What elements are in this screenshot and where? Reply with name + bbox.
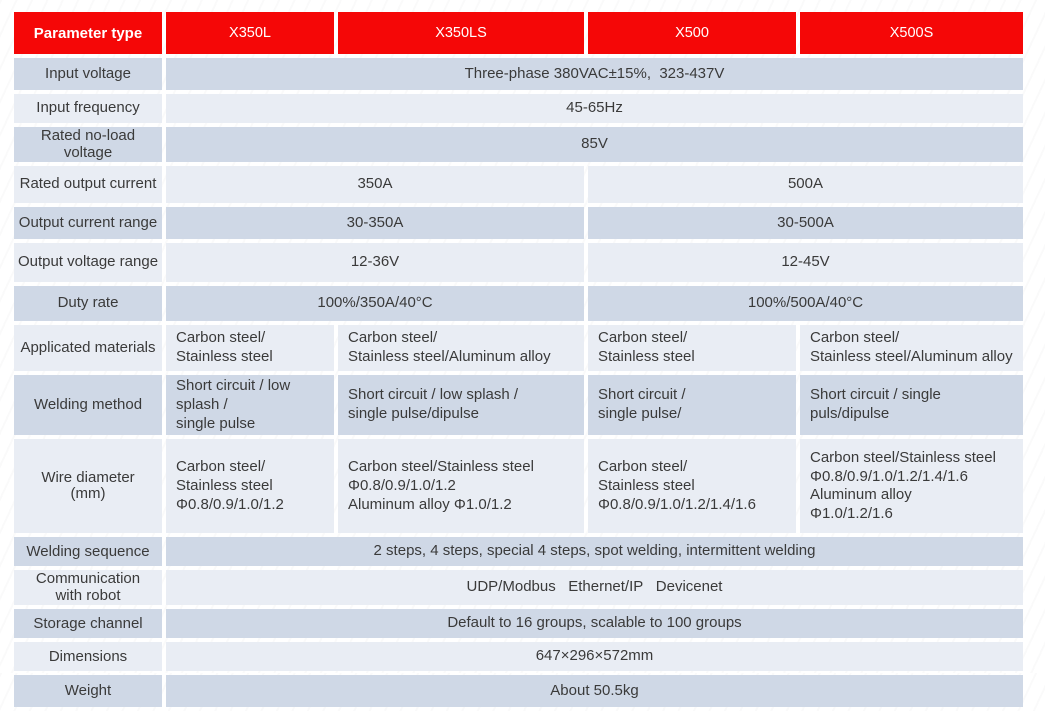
row-value: Default to 16 groups, scalable to 100 gr…: [166, 609, 1023, 639]
column-header-x500s: X500S: [800, 12, 1023, 54]
row-storage-channel: Storage channel Default to 16 groups, sc…: [14, 609, 1023, 639]
row-value-x500: 30-500A: [588, 207, 1023, 239]
row-communication-with-robot: Communication with robot UDP/Modbus Ethe…: [14, 570, 1023, 606]
row-welding-method: Welding method Short circuit / low splas…: [14, 375, 1023, 436]
row-value-x350: 350A: [166, 166, 584, 203]
spec-table: Parameter type X350L X350LS X500 X500S I…: [10, 8, 1027, 711]
cell-x350ls: Short circuit / low splash / single puls…: [338, 375, 584, 436]
row-label: Input voltage: [14, 58, 162, 90]
row-value: 647×296×572mm: [166, 642, 1023, 672]
cell-x350l: Carbon steel/ Stainless steel: [166, 325, 334, 371]
column-header-x350ls: X350LS: [338, 12, 584, 54]
row-output-current-range: Output current range 30-350A 30-500A: [14, 207, 1023, 239]
row-weight: Weight About 50.5kg: [14, 675, 1023, 708]
cell-x500: Carbon steel/ Stainless steel: [588, 325, 796, 371]
row-label: Welding sequence: [14, 537, 162, 567]
row-label: Dimensions: [14, 642, 162, 672]
row-duty-rate: Duty rate 100%/350A/40°C 100%/500A/40°C: [14, 286, 1023, 321]
cell-x500s: Carbon steel/Stainless steel Φ0.8/0.9/1.…: [800, 439, 1023, 534]
row-output-voltage-range: Output voltage range 12-36V 12-45V: [14, 243, 1023, 282]
row-value-x350: 100%/350A/40°C: [166, 286, 584, 321]
column-header-x500: X500: [588, 12, 796, 54]
row-label: Applicated materials: [14, 325, 162, 371]
row-label: Duty rate: [14, 286, 162, 321]
row-value: About 50.5kg: [166, 675, 1023, 708]
cell-x500s: Carbon steel/ Stainless steel/Aluminum a…: [800, 325, 1023, 371]
column-header-x350l: X350L: [166, 12, 334, 54]
row-input-voltage: Input voltage Three-phase 380VAC±15%, 32…: [14, 58, 1023, 90]
row-value: 85V: [166, 127, 1023, 162]
cell-x350l: Carbon steel/ Stainless steel Φ0.8/0.9/1…: [166, 439, 334, 534]
row-value: 2 steps, 4 steps, special 4 steps, spot …: [166, 537, 1023, 567]
header-row: Parameter type X350L X350LS X500 X500S: [14, 12, 1023, 54]
row-label: Welding method: [14, 375, 162, 436]
column-header-parameter-type: Parameter type: [14, 12, 162, 54]
row-applicated-materials: Applicated materials Carbon steel/ Stain…: [14, 325, 1023, 371]
row-rated-output-current: Rated output current 350A 500A: [14, 166, 1023, 203]
row-label: Storage channel: [14, 609, 162, 639]
row-label: Output current range: [14, 207, 162, 239]
cell-x350ls: Carbon steel/Stainless steel Φ0.8/0.9/1.…: [338, 439, 584, 534]
row-value: 45-65Hz: [166, 94, 1023, 123]
row-rated-no-load-voltage: Rated no-load voltage 85V: [14, 127, 1023, 162]
row-input-frequency: Input frequency 45-65Hz: [14, 94, 1023, 123]
row-value-x500: 500A: [588, 166, 1023, 203]
cell-x500: Carbon steel/ Stainless steel Φ0.8/0.9/1…: [588, 439, 796, 534]
row-value-x350: 30-350A: [166, 207, 584, 239]
row-label: Input frequency: [14, 94, 162, 123]
row-wire-diameter: Wire diameter (mm) Carbon steel/ Stainle…: [14, 439, 1023, 534]
row-label: Rated no-load voltage: [14, 127, 162, 162]
cell-x350l: Short circuit / low splash / single puls…: [166, 375, 334, 436]
row-label: Weight: [14, 675, 162, 708]
row-label: Output voltage range: [14, 243, 162, 282]
row-value-x500: 12-45V: [588, 243, 1023, 282]
row-label: Wire diameter (mm): [14, 439, 162, 534]
row-value: Three-phase 380VAC±15%, 323-437V: [166, 58, 1023, 90]
row-label: Rated output current: [14, 166, 162, 203]
row-dimensions: Dimensions 647×296×572mm: [14, 642, 1023, 672]
cell-x500: Short circuit / single pulse/: [588, 375, 796, 436]
cell-x500s: Short circuit / single puls/dipulse: [800, 375, 1023, 436]
row-welding-sequence: Welding sequence 2 steps, 4 steps, speci…: [14, 537, 1023, 567]
row-value: UDP/Modbus Ethernet/IP Devicenet: [166, 570, 1023, 606]
cell-x350ls: Carbon steel/ Stainless steel/Aluminum a…: [338, 325, 584, 371]
row-value-x350: 12-36V: [166, 243, 584, 282]
row-label: Communication with robot: [14, 570, 162, 606]
row-value-x500: 100%/500A/40°C: [588, 286, 1023, 321]
